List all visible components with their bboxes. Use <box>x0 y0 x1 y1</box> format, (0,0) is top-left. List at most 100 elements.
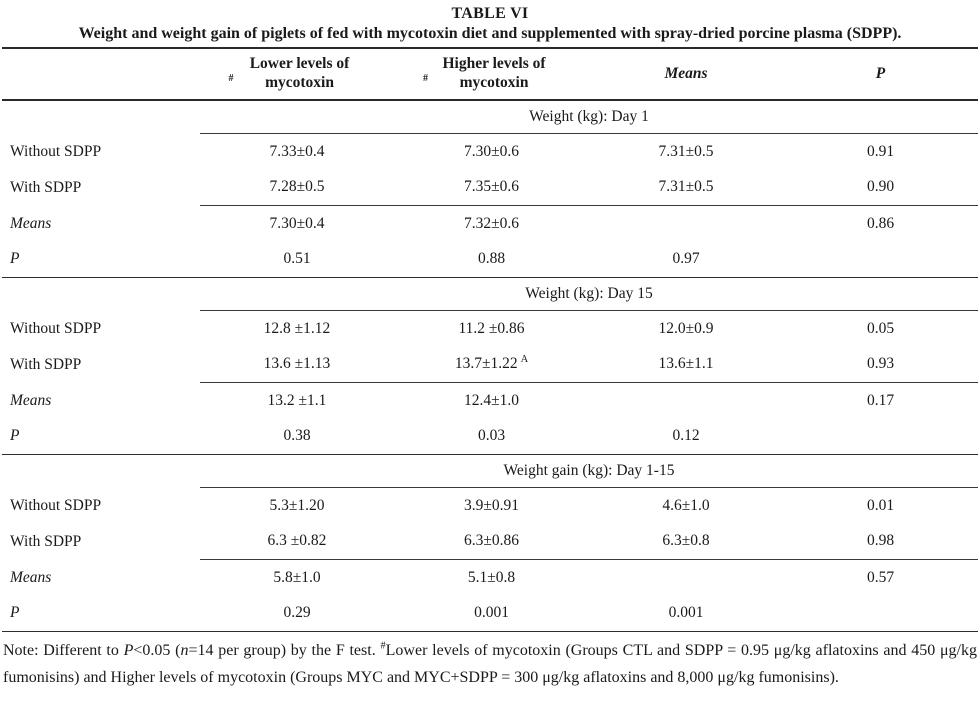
column-header-row: # Lower levels of mycotoxin # Higher level… <box>2 48 978 101</box>
section-header-stub <box>2 100 200 134</box>
row-label: Means <box>10 391 52 409</box>
table-cell: 7.31±0.5 <box>658 178 714 196</box>
section-header-stub <box>2 455 200 488</box>
table-cell: 13.6 ±1.13 <box>263 355 331 373</box>
table-cell: 0.03 <box>394 418 589 455</box>
table-cell <box>783 595 978 632</box>
footnote-n-symbol: n <box>180 642 189 659</box>
table-cell <box>783 418 978 455</box>
table-row-p: P 0.29 0.001 0.001 <box>2 595 978 632</box>
table-cell: 3.9±0.91 <box>463 496 519 514</box>
column-header-higher-label: Higher levels of mycotoxin <box>442 55 546 91</box>
table-cell: 0.91 <box>866 142 895 160</box>
table-cell: 7.31±0.5 <box>658 142 714 160</box>
table-cell <box>589 205 783 242</box>
hash-superscript: # <box>380 640 386 652</box>
table-cell: 0.29 <box>200 595 394 632</box>
table-cell: 5.3±1.20 <box>269 496 325 514</box>
table-cell: 0.97 <box>589 241 783 278</box>
footnote-text: =14 per group) by the F test. <box>188 642 381 659</box>
row-label: With SDPP <box>10 178 82 196</box>
table-cell: 6.3±0.8 <box>662 532 710 550</box>
footnote-text: Lower levels of mycotoxin (Groups CTL an… <box>3 642 977 686</box>
row-label: With SDPP <box>10 532 82 550</box>
row-label: P <box>2 595 200 632</box>
table-cell: 6.3±0.86 <box>463 532 519 550</box>
cell-value: 13.7±1.22 <box>454 355 518 373</box>
row-label: With SDPP <box>10 355 82 373</box>
table-row: With SDPP 13.6 ±1.13 13.7±1.22 A 13.6±1.1… <box>2 347 978 383</box>
table-cell: 13.6±1.1 <box>658 355 714 373</box>
footnote-text: <0.05 ( <box>133 642 181 659</box>
table-cell: 12.8 ±1.12 <box>263 319 331 337</box>
table-cell: 0.86 <box>783 205 978 242</box>
row-label: P <box>2 241 200 278</box>
row-label: Without SDPP <box>10 496 102 514</box>
row-label: Without SDPP <box>10 319 102 337</box>
column-header-lower-label: Lower levels of mycotoxin <box>249 55 350 91</box>
table-cell: 12.4±1.0 <box>394 382 589 419</box>
table-cell <box>783 241 978 278</box>
table-cell: 11.2 ±0.86 <box>458 319 525 337</box>
table-row: Without SDPP 5.3±1.20 3.9±0.91 4.6±1.0 0… <box>2 488 978 524</box>
table-row: With SDPP 6.3 ±0.82 6.3±0.86 6.3±0.8 0.9… <box>2 524 978 560</box>
table-cell: 5.1±0.8 <box>394 559 589 596</box>
section-header-row: Weight (kg): Day 15 <box>2 277 978 311</box>
table-cell: 7.30±0.4 <box>200 205 394 242</box>
section-header-row: Weight (kg): Day 1 <box>2 100 978 134</box>
table-cell: 0.001 <box>394 595 589 632</box>
row-label: Means <box>10 568 52 586</box>
table-row-means: Means 7.30±0.4 7.32±0.6 0.86 <box>2 205 978 242</box>
table-cell: 13.2 ±1.1 <box>200 382 394 419</box>
results-table: # Lower levels of mycotoxin # Higher level… <box>2 47 978 632</box>
table-cell: 0.12 <box>589 418 783 455</box>
table-number-title: TABLE VI <box>451 5 529 22</box>
table-row-p: P 0.51 0.88 0.97 <box>2 241 978 278</box>
table-cell: 0.17 <box>783 382 978 419</box>
table-caption: Weight and weight gain of piglets of fed… <box>78 25 902 42</box>
table-cell: 7.33±0.4 <box>269 142 325 160</box>
footnote-p-symbol: P <box>123 642 134 659</box>
table-row-p: P 0.38 0.03 0.12 <box>2 418 978 455</box>
row-label: Without SDPP <box>10 142 102 160</box>
table-cell: 5.8±1.0 <box>200 559 394 596</box>
table-cell: 0.57 <box>783 559 978 596</box>
table-cell: 0.98 <box>866 532 895 550</box>
table-cell: 0.05 <box>866 319 895 337</box>
table-row-means: Means 13.2 ±1.1 12.4±1.0 0.17 <box>2 382 978 419</box>
table-cell: 6.3 ±0.82 <box>267 532 327 550</box>
table-cell: 7.35±0.6 <box>463 178 519 196</box>
column-header-higher-mycotoxin: # Higher levels of mycotoxin <box>394 48 589 101</box>
table-cell: 4.6±1.0 <box>662 496 710 514</box>
table-cell: 0.38 <box>200 418 394 455</box>
significance-superscript: A <box>520 354 529 366</box>
table-cell: 0.001 <box>589 595 783 632</box>
table-cell: 0.88 <box>394 241 589 278</box>
table-cell: 7.32±0.6 <box>394 205 589 242</box>
table-cell: 12.0±0.9 <box>658 319 714 337</box>
section-header-stub <box>2 278 200 311</box>
column-header-means: Means <box>589 48 783 101</box>
table-row: With SDPP 7.28±0.5 7.35±0.6 7.31±0.5 0.9… <box>2 170 978 206</box>
table-cell-with-superscript: 13.7±1.22 A <box>394 347 589 383</box>
table-row: Without SDPP 12.8 ±1.12 11.2 ±0.86 12.0±… <box>2 311 978 347</box>
table-cell <box>589 559 783 596</box>
hash-superscript: # <box>422 72 429 84</box>
column-header-lower-mycotoxin: # Lower levels of mycotoxin <box>200 48 394 101</box>
section-header-day1: Weight (kg): Day 1 <box>200 100 978 134</box>
column-header-p: P <box>783 48 978 101</box>
section-header-weight-gain: Weight gain (kg): Day 1-15 <box>200 454 978 488</box>
section-header-row: Weight gain (kg): Day 1-15 <box>2 454 978 488</box>
table-row: Without SDPP 7.33±0.4 7.30±0.6 7.31±0.5 … <box>2 134 978 170</box>
table-row-means: Means 5.8±1.0 5.1±0.8 0.57 <box>2 559 978 596</box>
row-label: Means <box>10 214 52 232</box>
table-cell: 0.93 <box>866 355 895 373</box>
section-header-day15: Weight (kg): Day 15 <box>200 277 978 311</box>
table-cell: 0.51 <box>200 241 394 278</box>
table-cell: 0.90 <box>866 178 895 196</box>
hash-superscript: # <box>228 72 234 84</box>
table-footnote: Note: Different to P<0.05 (n=14 per grou… <box>3 638 977 691</box>
footnote-text: Note: Different to <box>3 642 124 659</box>
table-cell: 7.28±0.5 <box>269 178 325 196</box>
table-cell: 0.01 <box>866 496 895 514</box>
